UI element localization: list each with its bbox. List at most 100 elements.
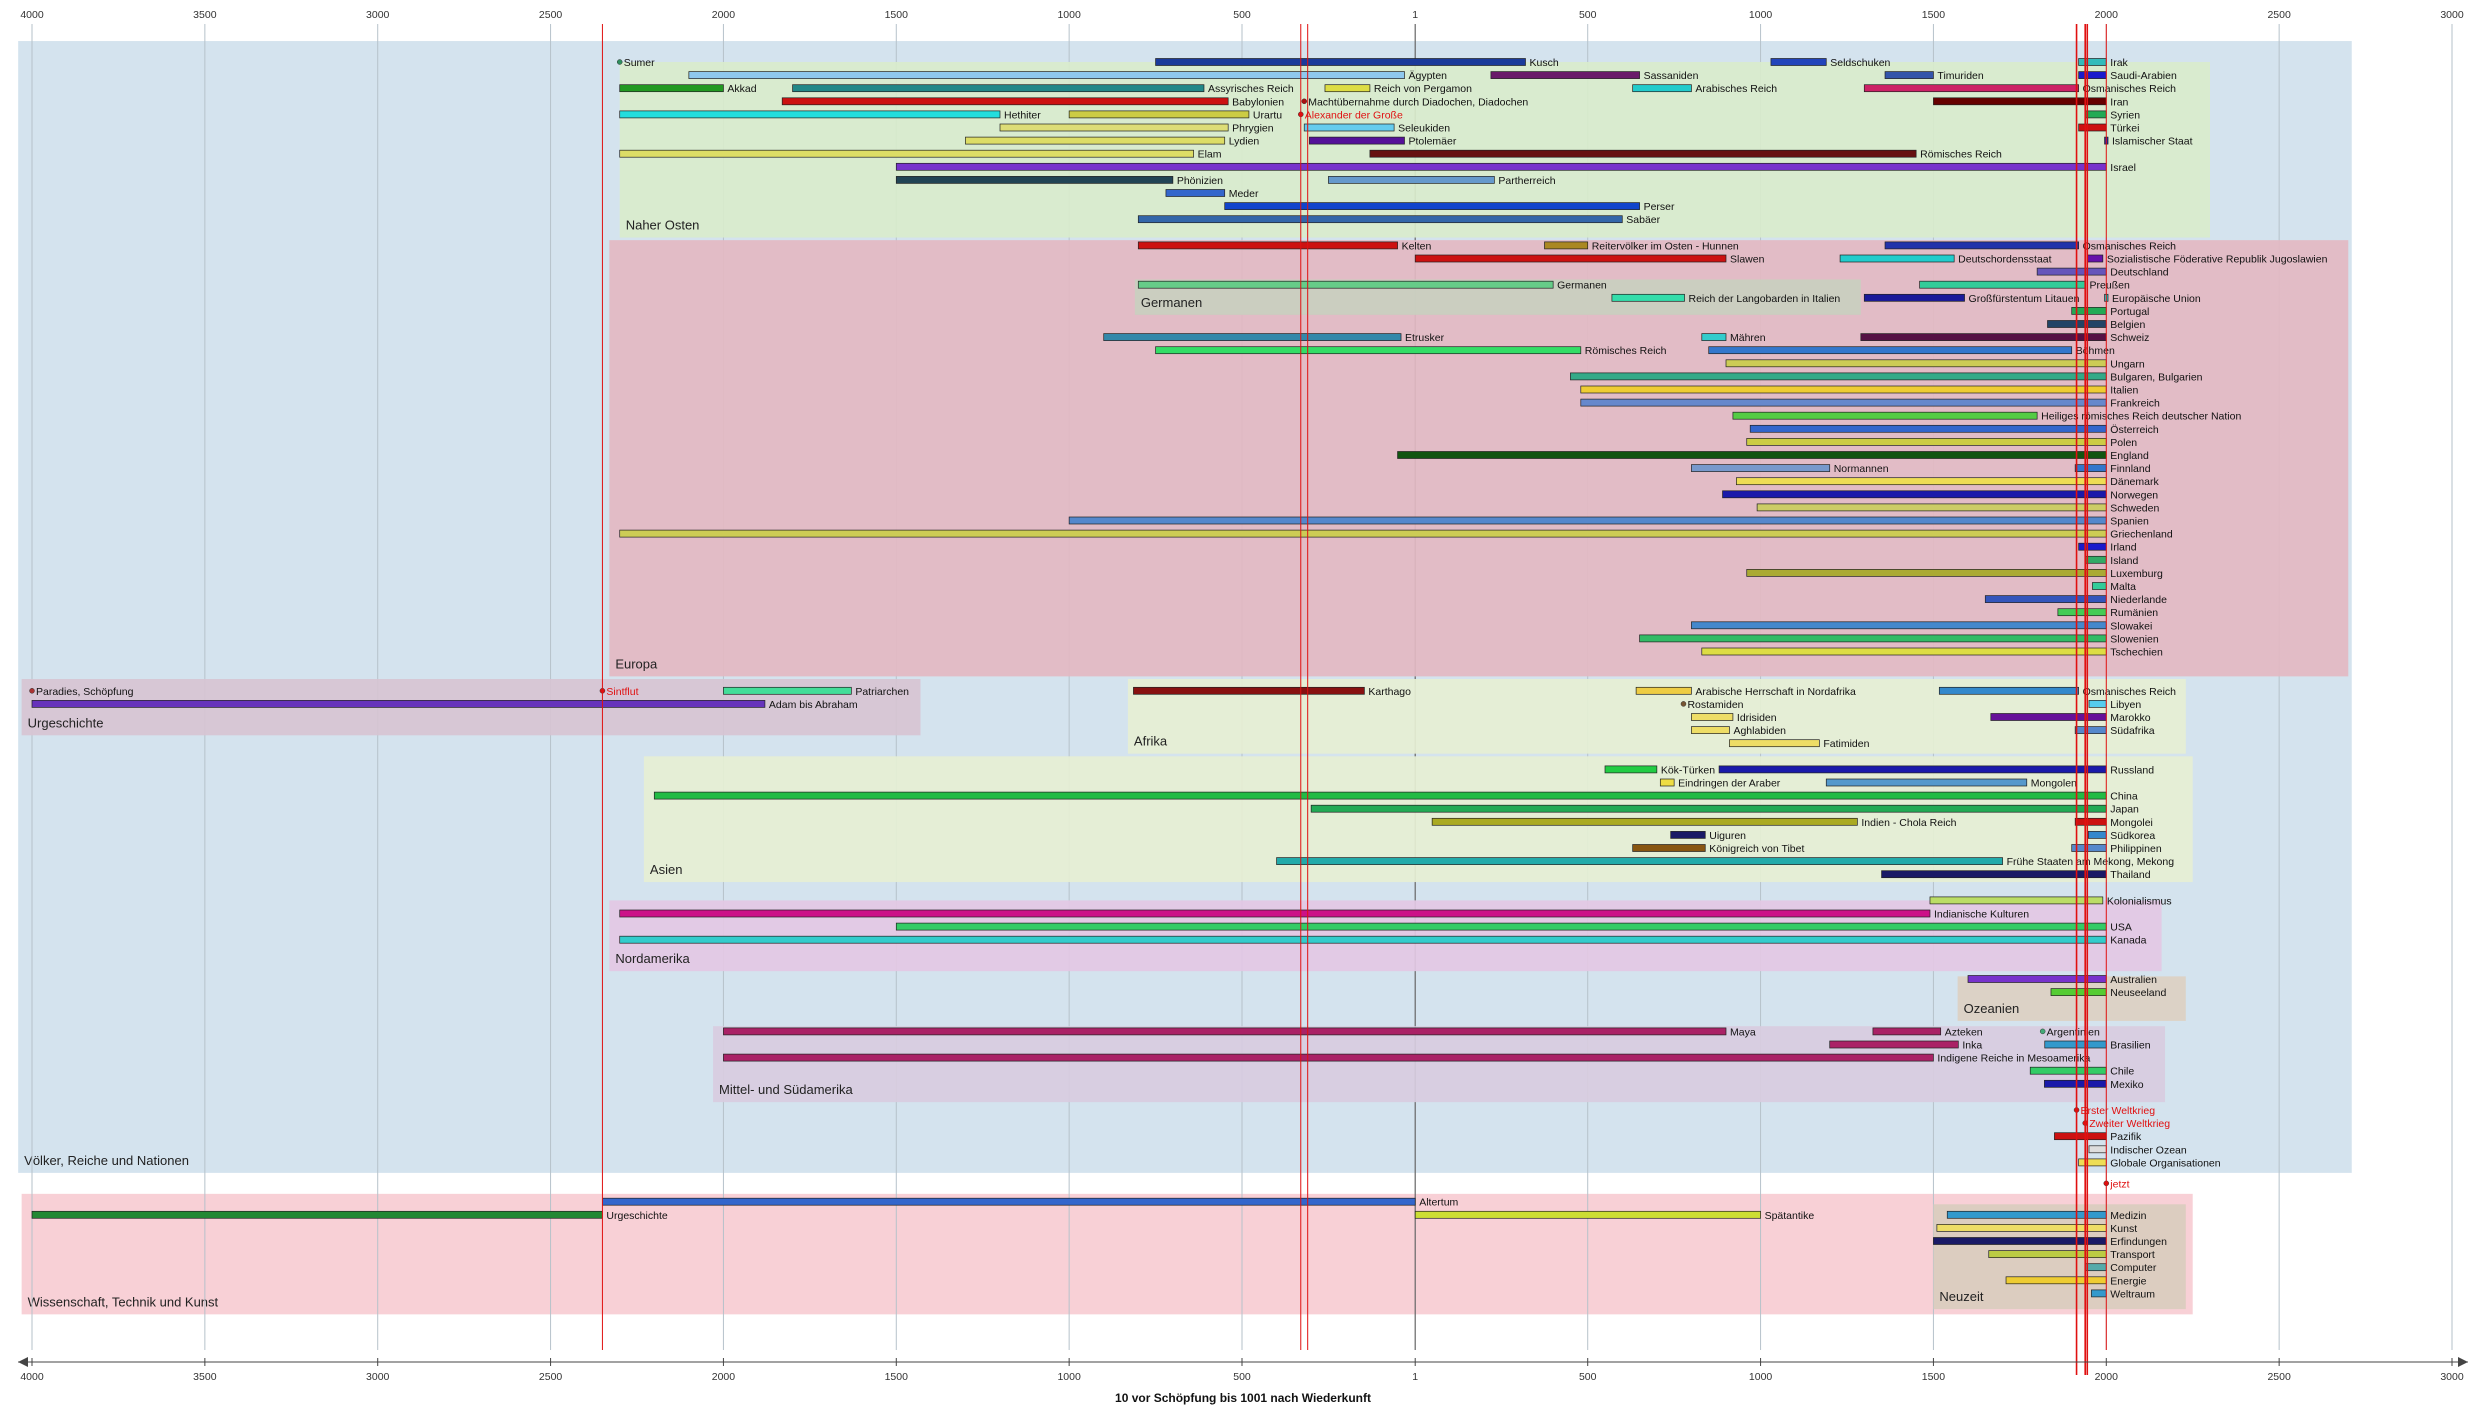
timeline-bar [895, 162, 2107, 171]
bar-label: Thailand [2110, 869, 2150, 881]
bar-label: Südafrika [2110, 725, 2155, 737]
bar-label: Niederlande [2110, 594, 2167, 606]
top-tick-label: 1500 [885, 9, 909, 21]
bar-label: Malta [2110, 581, 2136, 593]
bar-label: Spätantike [1765, 1210, 1815, 1222]
bar-label: Urartu [1253, 109, 1282, 121]
bar-label: Kök-Türken [1661, 764, 1715, 776]
timeline-bar [1839, 254, 1955, 263]
top-tick-label: 4000 [20, 9, 44, 21]
bar-label: Polen [2110, 437, 2137, 449]
bar-label: Deutschordensstaat [1958, 254, 2051, 266]
bar-label: Karthago [1368, 686, 1411, 698]
bar-label: Kanada [2110, 935, 2146, 947]
x-axis-label: 10 vor Schöpfung bis 1001 nach Wiederkun… [1115, 1391, 1371, 1405]
group-label: Nordamerika [615, 951, 690, 966]
bar-label: Syrien [2110, 109, 2140, 121]
bar-label: Timuriden [1937, 70, 1983, 82]
bar-label: Slawen [1730, 254, 1765, 266]
timeline-bar [1324, 84, 1371, 93]
group-label: Ozeanien [1964, 1001, 2020, 1016]
event-point [29, 688, 35, 694]
bar-label: Inka [1962, 1040, 1982, 1052]
timeline-bar [2029, 1066, 2107, 1075]
bar-label: Indianische Kulturen [1934, 909, 2029, 921]
bar-label: Iran [2110, 96, 2128, 108]
timeline-bar [1155, 346, 1582, 355]
bar-label: Osmanisches Reich [2083, 83, 2177, 95]
group-region [1957, 976, 2186, 1021]
timeline-bar [1722, 490, 2107, 499]
group-label: Afrika [1134, 734, 1168, 749]
group-label: Germanen [1141, 295, 1202, 310]
bottom-tick-label: 2000 [712, 1371, 736, 1383]
timeline-bar [2091, 1289, 2107, 1298]
bar-label: Rostamiden [1687, 699, 1743, 711]
bar-label: Meder [1229, 188, 1259, 200]
bottom-tick-label: 1 [1412, 1371, 1418, 1383]
bar-label: Mongolen [2031, 778, 2077, 790]
bar-label: Slowenien [2110, 633, 2159, 645]
event-point [616, 59, 623, 65]
top-tick-label: 2500 [2267, 9, 2291, 21]
bar-label: Marokko [2110, 712, 2150, 724]
bar-label: Erfindungen [2110, 1236, 2167, 1248]
timeline-bar [1691, 464, 1831, 472]
bar-label: Indigene Reiche in Mesoamerika [1937, 1053, 2090, 1065]
timeline-bar [1137, 280, 1554, 289]
timeline-bar [1770, 58, 1827, 66]
bar-label: Brasilien [2110, 1040, 2150, 1052]
top-tick-label: 3000 [2440, 9, 2464, 21]
bar-label: Saudi-Arabien [2110, 70, 2177, 82]
bar-label: Reitervölker im Osten - Hunnen [1592, 240, 1739, 252]
timeline-bar [1729, 739, 1820, 748]
bar-label: Schweden [2110, 502, 2159, 514]
timeline-bar [1580, 385, 2107, 394]
top-tick-label: 3000 [366, 9, 390, 21]
top-tick-label: 2000 [712, 9, 736, 21]
bar-label: China [2110, 791, 2138, 803]
bar-label: Adam bis Abraham [769, 699, 858, 711]
bar-label: Kelten [1402, 240, 1432, 252]
timeline-bar [1872, 1027, 1942, 1036]
timeline-bar [31, 700, 766, 708]
bar-label: Rumänien [2110, 607, 2158, 619]
bar-label: Preußen [2090, 280, 2130, 292]
bar-label: Reich der Langobarden in Italien [1689, 293, 1841, 305]
timeline-bar [2087, 831, 2107, 839]
bar-label: Alexander der Große [1305, 109, 1403, 121]
bar-label: Patriarchen [855, 686, 909, 698]
bar-label: USA [2110, 922, 2132, 934]
timeline-bar [2088, 1145, 2107, 1154]
marker-layer [601, 24, 2107, 1375]
timeline-bar [1725, 359, 2107, 368]
timeline-bar [1604, 765, 1658, 774]
top-tick-label: 3500 [193, 9, 217, 21]
bar-label: Akkad [727, 83, 756, 95]
timeline-bar [1988, 1250, 2107, 1258]
timeline-bar [2085, 555, 2107, 564]
timeline-bar [2086, 254, 2104, 263]
timeline-bar [1397, 451, 2107, 459]
outer-panel-label: Wissenschaft, Technik und Kunst [28, 1294, 219, 1309]
timeline-bar [1746, 569, 2107, 577]
timeline-bar [2078, 71, 2107, 79]
top-tick-label: 1500 [1922, 9, 1946, 21]
bottom-tick-label: 1500 [1922, 1371, 1946, 1383]
timeline-bar [895, 922, 2107, 931]
timeline-bar [1736, 477, 2107, 486]
group-label: Europa [615, 656, 658, 671]
timeline-bar [2074, 464, 2107, 472]
timeline-bar [1224, 202, 1640, 210]
timeline-bar [1639, 634, 2107, 643]
bar-label: Europäische Union [2112, 293, 2201, 305]
timeline-bar [1884, 241, 2079, 250]
bar-label: Aghlabiden [1733, 725, 1786, 737]
bar-label: Slowakei [2110, 620, 2152, 632]
bar-label: Römisches Reich [1585, 345, 1667, 357]
timeline-bar [1881, 870, 2107, 879]
timeline-bar [1611, 293, 1685, 302]
timeline-bar [2085, 1263, 2107, 1272]
timeline-bar [1701, 333, 1727, 341]
